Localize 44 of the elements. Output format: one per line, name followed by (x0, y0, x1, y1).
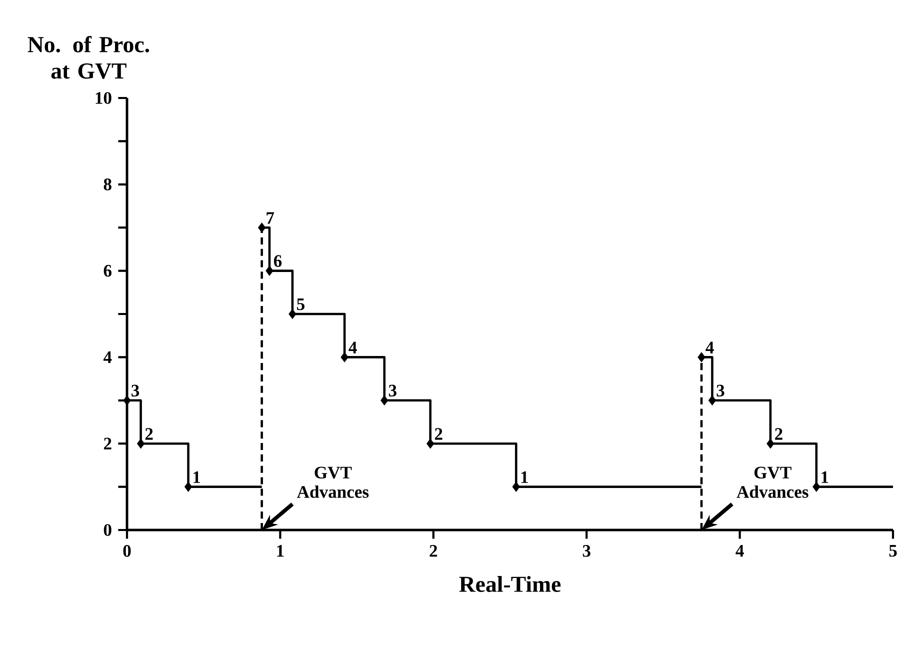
annotation: GVT Advances (296, 466, 369, 498)
point (123, 395, 131, 406)
data-label: 1 (521, 471, 528, 483)
y-tick-label: 8 (104, 178, 112, 190)
point (698, 352, 706, 362)
point (266, 266, 274, 276)
y-tick-label: 0 (104, 524, 112, 536)
point (766, 438, 774, 449)
data-label: 1 (822, 471, 828, 483)
point (288, 309, 296, 319)
x-tick-label: 1 (277, 544, 284, 557)
data-label: 1 (194, 471, 200, 483)
data-label: 3 (716, 384, 724, 397)
x-tick-label: 0 (123, 545, 131, 557)
x-tick-label: 5 (889, 544, 897, 557)
data-label: 2 (434, 428, 442, 440)
point (258, 222, 266, 233)
point (340, 352, 348, 362)
annotation: GVT Advances (736, 466, 808, 498)
point (708, 395, 716, 406)
data-label: 2 (145, 428, 153, 440)
data-label: 6 (274, 255, 282, 267)
data-label: 3 (132, 384, 140, 397)
x-tick-label: 2 (430, 545, 438, 557)
point (812, 482, 820, 492)
data-label: 4 (706, 342, 714, 354)
data-label: 2 (775, 428, 782, 440)
y-tick-label: 10 (96, 92, 112, 104)
y-tick-label: 6 (104, 264, 112, 277)
point (426, 438, 434, 449)
data-label: 3 (388, 384, 396, 397)
x-tick-label: 3 (582, 545, 590, 557)
x-tick-label: 4 (736, 544, 744, 557)
data-label: 4 (348, 342, 357, 354)
point (137, 438, 145, 449)
data-label: 7 (266, 212, 274, 224)
point (512, 482, 520, 492)
y-tick-label: 4 (103, 351, 112, 363)
y-axis-title: No. of Proc. at GVT (28, 36, 150, 79)
point (380, 395, 388, 406)
point (184, 482, 192, 492)
data-label: 5 (297, 298, 304, 310)
x-axis-title: Real-Time (459, 576, 561, 592)
y-tick-label: 2 (104, 438, 112, 450)
